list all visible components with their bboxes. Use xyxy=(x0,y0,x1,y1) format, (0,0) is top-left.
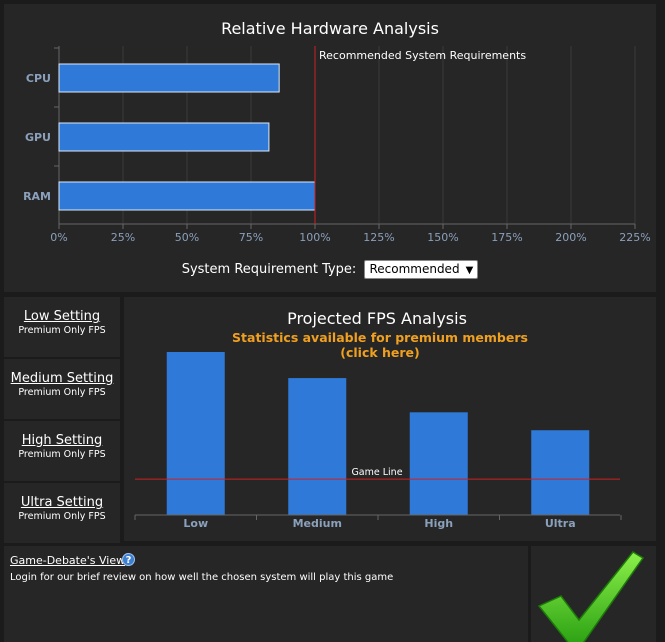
x-tick-label: 75% xyxy=(239,231,263,244)
x-tick-label: 0% xyxy=(50,231,67,244)
fps-x-label-low: Low xyxy=(183,517,208,530)
review-panel: Game-Debate's View ? Login for our brief… xyxy=(4,546,528,642)
fps-chart-title: Projected FPS Analysis xyxy=(287,309,467,328)
game-line-label: Game Line xyxy=(351,467,402,478)
hardware-analysis-panel: Relative Hardware Analysis 0% 25% 50% 75% 100… xyxy=(4,4,656,292)
setting-low-link[interactable]: Low Setting xyxy=(23,309,101,324)
setting-medium[interactable]: Medium Setting Premium Only FPS xyxy=(4,359,120,419)
setting-medium-link[interactable]: Medium Setting xyxy=(10,371,114,386)
fps-bar-ultra xyxy=(531,430,590,515)
fps-analysis-panel: Projected FPS Analysis Statistics availab… xyxy=(124,297,656,541)
x-tick-label: 125% xyxy=(363,231,394,244)
fps-bar-high xyxy=(409,412,468,515)
bar-gpu xyxy=(58,122,270,152)
fps-x-label-ultra: Ultra xyxy=(545,517,576,530)
system-requirement-type: System Requirement Type: Recommended ▼ xyxy=(4,260,656,279)
y-label-gpu: GPU xyxy=(25,131,51,144)
x-tick-label: 225% xyxy=(619,231,650,244)
system-requirement-type-value: Recommended xyxy=(369,262,460,276)
setting-low[interactable]: Low Setting Premium Only FPS xyxy=(4,297,120,357)
settings-column: Low Setting Premium Only FPS Medium Sett… xyxy=(4,297,120,543)
bar-cpu xyxy=(58,63,280,93)
verdict-panel xyxy=(531,546,656,642)
setting-high-link[interactable]: High Setting xyxy=(21,433,103,448)
fps-x-label-medium: Medium xyxy=(293,517,342,530)
green-checkmark-icon xyxy=(537,551,645,642)
setting-medium-sub: Premium Only FPS xyxy=(18,387,106,398)
fps-bar-medium xyxy=(288,378,347,515)
x-tick-label: 100% xyxy=(299,231,330,244)
y-label-ram: RAM xyxy=(23,190,51,203)
bar-ram xyxy=(58,181,316,211)
system-requirement-type-label: System Requirement Type: xyxy=(181,262,357,277)
y-label-cpu: CPU xyxy=(26,72,51,85)
x-tick-label: 50% xyxy=(175,231,199,244)
x-tick-label: 200% xyxy=(555,231,586,244)
dropdown-arrow-icon: ▼ xyxy=(465,265,474,276)
x-tick-label: 175% xyxy=(491,231,522,244)
fps-chart: Projected FPS Analysis Statistics availab… xyxy=(134,309,622,530)
fps-bar-low xyxy=(166,352,225,515)
review-title-link[interactable]: Game-Debate's View xyxy=(10,554,126,567)
setting-low-sub: Premium Only FPS xyxy=(18,325,106,336)
hardware-chart-title: Relative Hardware Analysis xyxy=(221,19,439,38)
recommended-line-label: Recommended System Requirements xyxy=(319,49,526,62)
fps-x-label-high: High xyxy=(424,517,453,530)
setting-ultra-link[interactable]: Ultra Setting xyxy=(20,495,104,510)
premium-stats-link: Statistics available for premium members xyxy=(232,330,528,345)
premium-click-here-link: (click here) xyxy=(340,345,420,360)
setting-high[interactable]: High Setting Premium Only FPS xyxy=(4,421,120,481)
x-tick-label: 25% xyxy=(111,231,135,244)
help-icon[interactable]: ? xyxy=(122,553,135,566)
review-text: Login for our brief review on how well t… xyxy=(10,572,394,583)
setting-ultra[interactable]: Ultra Setting Premium Only FPS xyxy=(4,483,120,543)
hardware-chart: Relative Hardware Analysis 0% 25% 50% 75% 100… xyxy=(23,19,651,244)
x-tick-label: 150% xyxy=(427,231,458,244)
system-requirement-type-select[interactable]: Recommended ▼ xyxy=(364,260,479,279)
setting-ultra-sub: Premium Only FPS xyxy=(18,511,106,522)
setting-high-sub: Premium Only FPS xyxy=(18,449,106,460)
